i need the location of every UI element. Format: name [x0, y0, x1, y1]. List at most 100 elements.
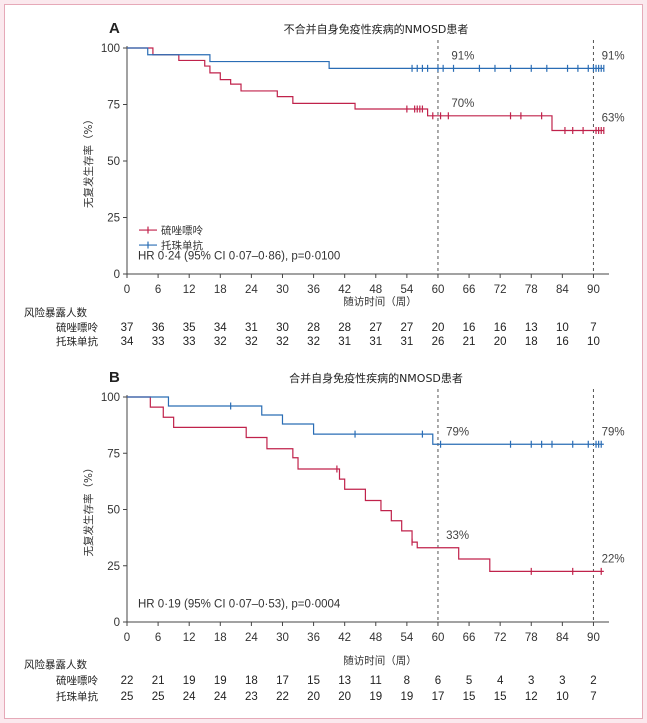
y-axis-label: 无复发生存率（%） [82, 114, 95, 208]
risk-count: 30 [276, 322, 289, 334]
risk-table-header: 风险暴露人数 [24, 658, 87, 671]
risk-count: 13 [338, 675, 351, 687]
x-tick-label: 60 [432, 632, 445, 644]
risk-count: 20 [307, 691, 320, 703]
km-line-tocilizumab [127, 396, 604, 445]
survival-annotation: 33% [446, 530, 469, 542]
risk-count: 19 [214, 675, 227, 687]
risk-count: 34 [214, 322, 227, 334]
y-tick-label: 75 [107, 100, 120, 112]
y-tick-label: 100 [101, 43, 120, 55]
risk-count: 16 [494, 322, 507, 334]
x-tick-label: 18 [214, 632, 227, 644]
risk-count: 34 [121, 336, 134, 348]
x-tick-label: 18 [214, 284, 227, 296]
risk-count: 10 [556, 691, 569, 703]
risk-count: 5 [466, 675, 472, 687]
x-tick-label: 66 [463, 284, 476, 296]
figure-frame [4, 4, 643, 719]
chart-title: 不合并自身免疫性疾病的NMOSD患者 [284, 22, 469, 36]
x-tick-label: 84 [556, 284, 569, 296]
risk-count: 31 [338, 336, 351, 348]
risk-count: 18 [525, 336, 538, 348]
risk-count: 3 [528, 675, 534, 687]
risk-count: 22 [121, 675, 134, 687]
y-tick-label: 25 [107, 561, 120, 573]
survival-annotation: 91% [602, 50, 625, 62]
x-tick-label: 12 [183, 284, 196, 296]
risk-count: 15 [463, 691, 476, 703]
x-tick-label: 78 [525, 632, 538, 644]
x-tick-label: 90 [587, 284, 600, 296]
x-tick-label: 24 [245, 284, 258, 296]
x-tick-label: 90 [587, 632, 600, 644]
risk-count: 17 [432, 691, 445, 703]
x-tick-label: 24 [245, 632, 258, 644]
x-tick-label: 48 [369, 632, 382, 644]
risk-count: 31 [400, 336, 413, 348]
x-tick-label: 66 [463, 632, 476, 644]
x-tick-label: 48 [369, 284, 382, 296]
risk-count: 24 [183, 691, 196, 703]
x-tick-label: 42 [338, 284, 351, 296]
risk-count: 20 [338, 691, 351, 703]
x-tick-label: 12 [183, 632, 196, 644]
x-tick-label: 6 [155, 632, 161, 644]
panel-letter: B [109, 369, 120, 386]
risk-count: 3 [559, 675, 565, 687]
risk-count: 22 [276, 691, 289, 703]
x-tick-label: 54 [400, 284, 413, 296]
hazard-ratio-text: HR 0·19 (95% CI 0·07–0·53), p=0·0004 [138, 598, 341, 610]
risk-count: 19 [369, 691, 382, 703]
panel-letter: A [109, 20, 120, 37]
risk-count: 27 [369, 322, 382, 334]
x-tick-label: 30 [276, 284, 289, 296]
risk-count: 10 [556, 322, 569, 334]
x-tick-label: 36 [307, 284, 320, 296]
risk-count: 23 [245, 691, 258, 703]
chart-title: 合并自身免疫性疾病的NMOSD患者 [289, 371, 463, 385]
km-panel-a: A 不合并自身免疫性疾病的NMOSD患者 0 25 50 75 100 0 6 12 18 24 30 3… [24, 20, 625, 348]
risk-count: 21 [152, 675, 165, 687]
risk-row-label: 硫唑嘌呤 [56, 674, 98, 687]
risk-row-label: 硫唑嘌呤 [56, 321, 98, 334]
risk-count: 25 [152, 691, 165, 703]
legend-label-azathioprine: 硫唑嘌呤 [161, 224, 203, 237]
survival-annotation: 22% [602, 553, 625, 565]
risk-count: 33 [183, 336, 196, 348]
x-tick-label: 60 [432, 284, 445, 296]
x-tick-label: 6 [155, 284, 161, 296]
risk-count: 12 [525, 691, 538, 703]
risk-count: 19 [400, 691, 413, 703]
risk-count: 33 [152, 336, 165, 348]
risk-count: 11 [370, 675, 382, 687]
y-tick-label: 25 [107, 213, 120, 225]
legend-label-tocilizumab: 托珠单抗 [161, 239, 203, 252]
y-tick-label: 0 [114, 269, 120, 281]
x-tick-label: 42 [338, 632, 351, 644]
survival-annotation: 63% [602, 112, 625, 124]
risk-count: 17 [276, 675, 289, 687]
risk-row-label: 托珠单抗 [56, 335, 98, 348]
hazard-ratio-text: HR 0·24 (95% CI 0·07–0·86), p=0·0100 [138, 250, 340, 262]
risk-count: 7 [590, 322, 596, 334]
risk-count: 27 [400, 322, 413, 334]
y-tick-label: 50 [107, 156, 120, 168]
x-tick-label: 72 [494, 284, 507, 296]
risk-count: 25 [121, 691, 134, 703]
survival-annotation: 79% [602, 426, 625, 438]
risk-count: 32 [307, 336, 320, 348]
risk-count: 13 [525, 322, 538, 334]
risk-count: 32 [245, 336, 258, 348]
risk-count: 16 [463, 322, 476, 334]
risk-count: 31 [245, 322, 258, 334]
risk-count: 31 [369, 336, 382, 348]
risk-count: 15 [494, 691, 507, 703]
y-tick-label: 75 [107, 448, 120, 460]
risk-count: 26 [432, 336, 445, 348]
risk-count: 32 [214, 336, 227, 348]
survival-annotation: 70% [451, 98, 474, 110]
risk-count: 8 [404, 675, 410, 687]
survival-annotation: 91% [451, 50, 474, 62]
